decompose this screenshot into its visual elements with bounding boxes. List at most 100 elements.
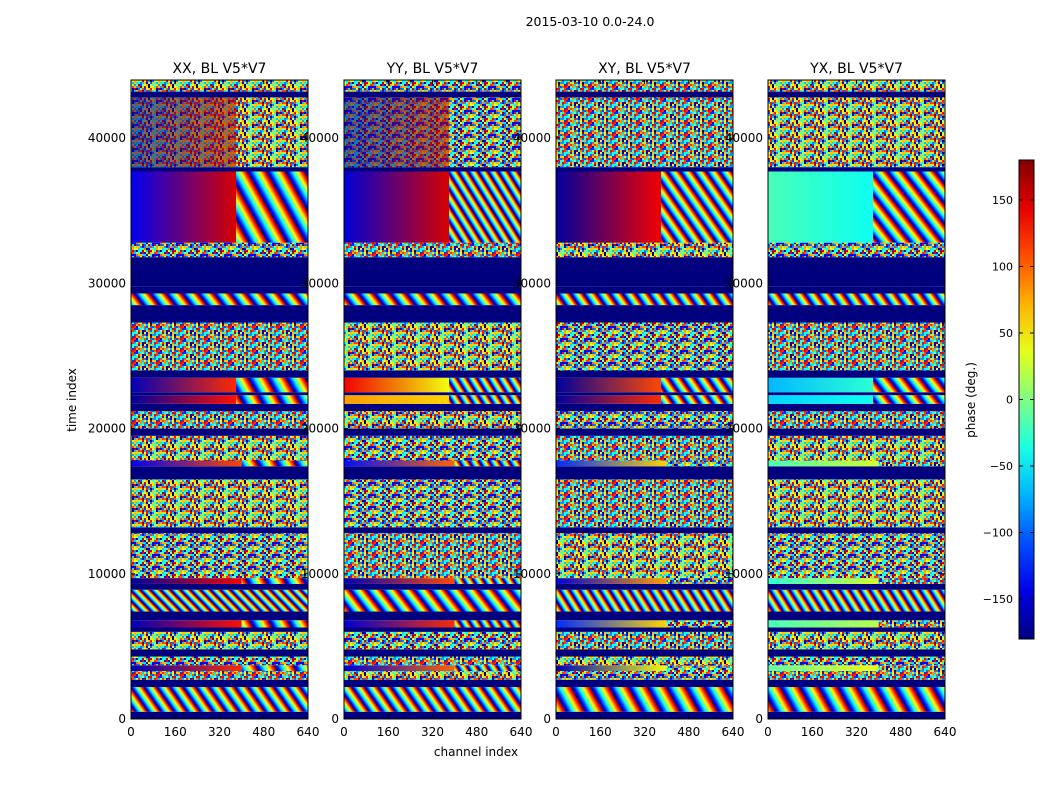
band-xx-25-right bbox=[236, 377, 308, 393]
x-tick-label-xy-2: 320 bbox=[633, 725, 656, 739]
x-tick-label-yx-0: 0 bbox=[764, 725, 772, 739]
band-xy-11 bbox=[556, 589, 733, 612]
y-tick-label-xy-4: 40000 bbox=[513, 131, 551, 145]
panel-yy: YY, BL V5*V7 0 160 320 480 640 0 10000 20000 3000… bbox=[301, 61, 533, 739]
band-xy-25-right bbox=[661, 377, 733, 393]
band-xy-9 bbox=[556, 620, 667, 628]
band-xy-14 bbox=[556, 533, 733, 579]
band-xx-13 bbox=[131, 578, 242, 584]
band-xy-8 bbox=[556, 627, 733, 632]
band-xx-14 bbox=[131, 533, 308, 579]
band-yx-33-right bbox=[873, 171, 945, 243]
band-xx-34 bbox=[131, 167, 308, 172]
band-xx-28 bbox=[131, 305, 308, 323]
band-xx-9-right bbox=[241, 620, 308, 628]
band-yy-37 bbox=[344, 80, 521, 92]
band-xy-3 bbox=[556, 671, 733, 680]
x-tick-label-yy-1: 160 bbox=[377, 725, 400, 739]
x-tick-label-xx-2: 320 bbox=[208, 725, 231, 739]
band-xx-13-right bbox=[241, 578, 308, 584]
band-yy-27 bbox=[344, 322, 521, 371]
band-yy-1 bbox=[344, 687, 521, 712]
band-yx-28 bbox=[768, 305, 945, 323]
band-xy-13-right bbox=[666, 578, 733, 584]
band-yx-33 bbox=[768, 171, 874, 243]
band-xy-1 bbox=[556, 687, 733, 712]
x-tick-label-xy-0: 0 bbox=[552, 725, 560, 739]
figure-suptitle: 2015-03-10 0.0-24.0 bbox=[525, 14, 655, 29]
band-yy-13-right bbox=[454, 578, 521, 584]
band-yx-4 bbox=[768, 665, 879, 672]
band-yy-13 bbox=[344, 578, 455, 584]
band-yy-14 bbox=[344, 533, 521, 579]
panel-title-xx: XX, BL V5*V7 bbox=[173, 61, 267, 77]
band-yx-20 bbox=[768, 428, 945, 436]
band-yx-36 bbox=[768, 91, 945, 98]
band-xy-18 bbox=[556, 460, 667, 467]
band-xx-25 bbox=[131, 377, 237, 393]
band-xx-23-right bbox=[236, 395, 308, 404]
colorbar-tick-label-6: 150 bbox=[992, 194, 1013, 207]
y-tick-label-yx-3: 30000 bbox=[725, 276, 763, 290]
colorbar-gradient bbox=[1019, 160, 1034, 639]
band-yx-6 bbox=[768, 649, 945, 657]
band-yy-5 bbox=[344, 656, 521, 666]
band-yy-9-right bbox=[454, 620, 521, 628]
band-xy-23 bbox=[556, 395, 662, 404]
band-yy-23-right bbox=[449, 395, 521, 404]
band-xy-18-right bbox=[666, 460, 733, 467]
band-yy-36 bbox=[344, 91, 521, 98]
x-tick-label-yx-2: 320 bbox=[845, 725, 868, 739]
band-yy-33-right bbox=[449, 171, 521, 243]
band-yy-23 bbox=[344, 395, 450, 404]
band-yx-30 bbox=[768, 286, 945, 294]
band-xy-15 bbox=[556, 527, 733, 534]
band-yx-25-right bbox=[873, 377, 945, 393]
x-tick-label-xx-4: 640 bbox=[297, 725, 320, 739]
panel-xx: XX, BL V5*V7 0 160 320 480 640 0 10000 20000 3000… bbox=[88, 61, 320, 739]
band-xx-22 bbox=[131, 403, 308, 412]
band-xx-27 bbox=[131, 322, 308, 371]
band-yy-18-right bbox=[454, 460, 521, 467]
x-tick-label-yy-2: 320 bbox=[421, 725, 444, 739]
band-xx-36 bbox=[131, 91, 308, 98]
band-yy-30 bbox=[344, 286, 521, 294]
band-yy-17 bbox=[344, 466, 521, 480]
band-yx-7 bbox=[768, 631, 945, 650]
band-yy-8 bbox=[344, 627, 521, 632]
band-xy-27 bbox=[556, 322, 733, 371]
band-xx-18-right bbox=[241, 460, 308, 467]
band-xx-15 bbox=[131, 527, 308, 534]
band-yy-21 bbox=[344, 411, 521, 429]
band-yx-4-right bbox=[878, 665, 945, 672]
band-yx-25 bbox=[768, 377, 874, 393]
y-axis-label: time index bbox=[65, 368, 79, 432]
band-xx-37 bbox=[131, 80, 308, 92]
band-xy-25 bbox=[556, 377, 662, 393]
x-tick-label-xy-1: 160 bbox=[589, 725, 612, 739]
band-yx-18-right bbox=[878, 460, 945, 467]
band-xy-37 bbox=[556, 80, 733, 92]
band-xy-2 bbox=[556, 679, 733, 688]
x-tick-label-xy-4: 640 bbox=[722, 725, 745, 739]
band-yy-19 bbox=[344, 435, 521, 461]
band-yx-5 bbox=[768, 656, 945, 666]
band-yx-35 bbox=[768, 97, 945, 168]
band-xy-33 bbox=[556, 171, 662, 243]
band-xx-23 bbox=[131, 395, 237, 404]
band-xy-5 bbox=[556, 656, 733, 666]
band-yx-23-right bbox=[873, 395, 945, 404]
band-xy-4 bbox=[556, 665, 667, 672]
band-xy-19 bbox=[556, 435, 733, 461]
band-xx-35-tint bbox=[131, 97, 237, 168]
band-yy-28 bbox=[344, 305, 521, 323]
band-yx-27 bbox=[768, 322, 945, 371]
band-xx-16 bbox=[131, 479, 308, 528]
band-yx-11 bbox=[768, 589, 945, 612]
band-yy-26 bbox=[344, 370, 521, 378]
y-tick-label-xy-1: 10000 bbox=[513, 567, 551, 581]
colorbar-tick-label-2: −50 bbox=[990, 460, 1013, 473]
x-tick-label-yy-0: 0 bbox=[340, 725, 348, 739]
band-yy-3 bbox=[344, 671, 521, 680]
band-xy-32 bbox=[556, 242, 733, 258]
